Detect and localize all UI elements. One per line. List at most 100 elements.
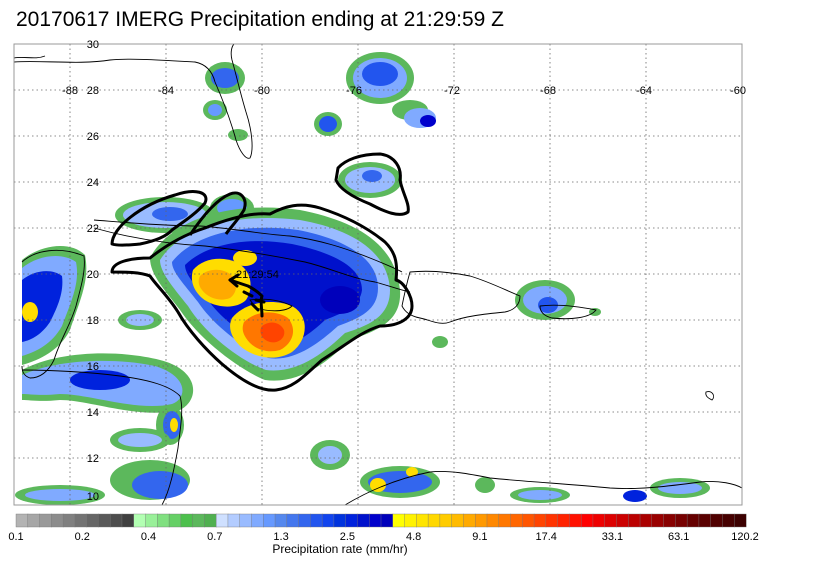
colorbar-swatch: [121, 513, 135, 528]
colorbar-swatch: [109, 513, 123, 528]
colorbar-swatch: [392, 513, 406, 528]
colorbar-tick-label: 0.7: [207, 531, 223, 543]
precip-field-atlantic-north: [338, 52, 436, 198]
colorbar-swatch: [321, 513, 335, 528]
storm-track: [228, 273, 266, 318]
lon-label: -60: [730, 85, 746, 97]
colorbar-tick-label: 0.1: [8, 531, 24, 543]
colorbar-swatch: [486, 513, 500, 528]
colorbar-swatch: [722, 513, 735, 528]
storm-time-label: 21:29:54: [236, 269, 279, 281]
colorbar-swatch: [710, 513, 723, 528]
colorbar-swatch: [168, 513, 182, 528]
colorbar-swatch: [616, 513, 629, 528]
precip-field-south-caribbean: [310, 440, 710, 503]
colorbar-swatch: [404, 513, 417, 528]
colorbar-tick-label: 9.1: [472, 531, 488, 543]
colorbar-swatch: [604, 513, 617, 528]
lon-label: -88: [62, 85, 78, 97]
colorbar-swatch: [592, 513, 606, 528]
lat-label: 30: [87, 39, 99, 51]
lon-label: -72: [444, 85, 460, 97]
contour-outlines: [110, 152, 414, 392]
map-title: 20170617 IMERG Precipitation ending at 2…: [16, 8, 504, 31]
lat-label: 28: [87, 85, 99, 97]
precip-field-yucatan: [22, 245, 87, 365]
lon-label: -84: [158, 85, 174, 97]
colorbar-swatch: [545, 513, 559, 528]
lat-label: 16: [87, 361, 99, 373]
colorbar-swatch: [27, 513, 41, 528]
colorbar-swatch: [557, 513, 570, 528]
lat-label: 20: [87, 269, 99, 281]
colorbar-tick-label: 17.4: [535, 531, 557, 543]
colorbar-swatch: [39, 513, 52, 528]
latitude-labels: 30 28 26 24 22 20 18 16 14 12 10: [87, 39, 99, 503]
precip-field-florida-north: [203, 62, 342, 141]
lat-label: 14: [87, 407, 99, 419]
colorbar-swatch: [310, 513, 323, 528]
colorbar-swatch: [298, 513, 311, 528]
colorbar-swatch: [439, 513, 453, 528]
colorbar-swatch: [698, 513, 712, 528]
colorbar-swatch: [651, 513, 665, 528]
colorbar-tick-label: 0.2: [74, 531, 90, 543]
colorbar-swatch: [639, 513, 653, 528]
precip-field-main-storm: [150, 207, 401, 381]
lon-label: -64: [636, 85, 652, 97]
colorbar-swatch: [51, 513, 64, 528]
colorbar-swatch: [86, 513, 99, 528]
colorbar-swatch: [204, 513, 217, 528]
colorbar-tick-label: 120.2: [731, 531, 759, 543]
colorbar-swatch: [62, 513, 76, 528]
colorbar-swatch: [580, 513, 594, 528]
colorbar-swatch: [380, 513, 394, 528]
colorbar-swatch: [569, 513, 582, 528]
colorbar-swatch: [451, 513, 464, 528]
colorbar-swatch: [263, 513, 276, 528]
colorbar-tick-label: 63.1: [668, 531, 690, 543]
colorbar-swatch: [474, 513, 488, 528]
colorbar-swatch: [145, 513, 158, 528]
coastlines: [14, 44, 742, 505]
colorbar-swatch: [274, 513, 288, 528]
colorbar-swatch: [133, 513, 147, 528]
colorbar-swatch: [157, 513, 170, 528]
colorbar-swatch: [286, 513, 300, 528]
colorbar-swatch: [333, 513, 347, 528]
colorbar-swatch: [498, 513, 512, 528]
colorbar-swatch: [98, 513, 111, 528]
colorbar: [15, 513, 747, 528]
colorbar-swatch: [227, 513, 241, 528]
colorbar-swatch: [74, 513, 88, 528]
colorbar-swatch: [239, 513, 252, 528]
lon-label: -68: [540, 85, 556, 97]
lat-label: 26: [87, 131, 99, 143]
colorbar-swatch: [427, 513, 441, 528]
colorbar-swatch: [345, 513, 358, 528]
colorbar-swatch: [215, 513, 229, 528]
colorbar-tick-label: 4.8: [405, 531, 422, 543]
precip-field-central-america: [15, 353, 194, 505]
colorbar-swatch: [192, 513, 205, 528]
colorbar-swatch: [510, 513, 523, 528]
colorbar-swatch: [180, 513, 194, 528]
lat-label: 18: [87, 315, 99, 327]
colorbar-swatch: [15, 513, 29, 528]
colorbar-swatch: [663, 513, 676, 528]
colorbar-swatch: [686, 513, 700, 528]
colorbar-swatch: [734, 513, 747, 528]
colorbar-tick-label: 1.3: [273, 531, 289, 543]
colorbar-tick-label: 2.5: [339, 531, 356, 543]
colorbar-tick-label: 33.1: [601, 531, 624, 543]
colorbar-swatch: [369, 513, 382, 528]
graticule: [14, 44, 742, 505]
lat-label: 10: [87, 491, 99, 503]
colorbar-swatch: [533, 513, 547, 528]
precip-field-puerto-rico: [118, 280, 601, 348]
lat-label: 22: [87, 223, 99, 235]
colorbar-swatch: [416, 513, 429, 528]
colorbar-swatch: [463, 513, 476, 528]
longitude-labels: -88 -84 -80 -76 -72 -68 -64 -60: [62, 85, 746, 97]
